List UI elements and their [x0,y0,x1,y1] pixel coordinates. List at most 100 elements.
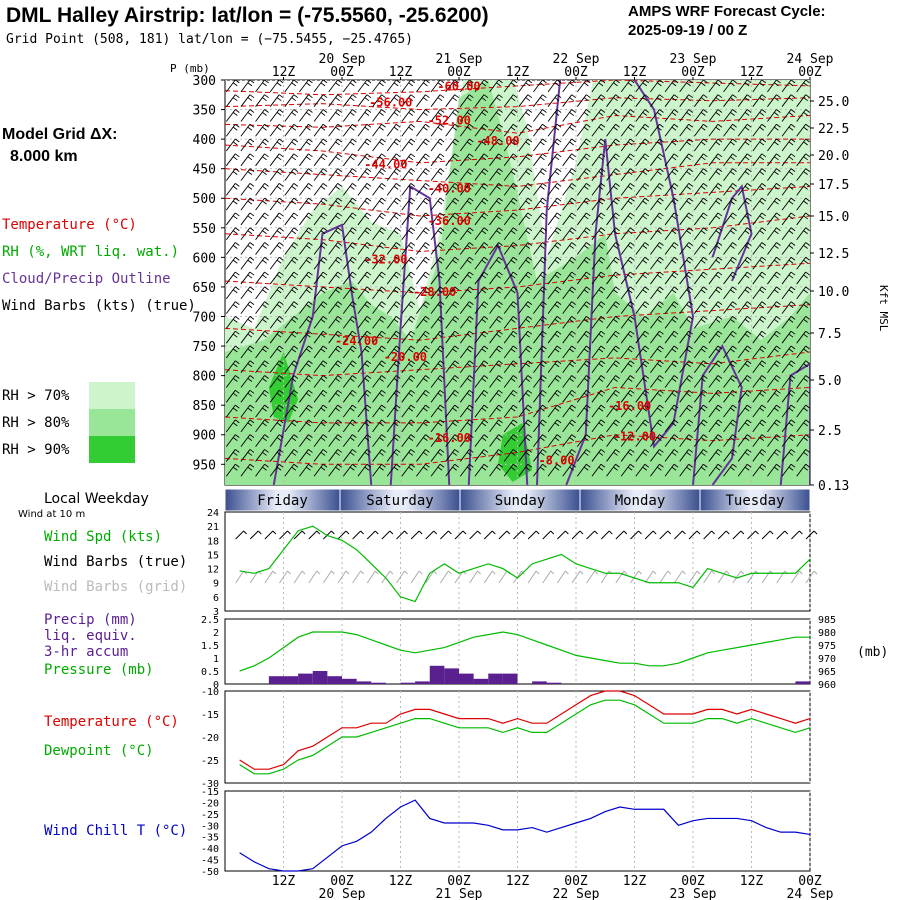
wind-barb-flag [644,183,650,187]
wind-barb-staff [459,330,470,344]
wind-barb-flag [671,363,677,368]
wind-barb-flag [525,112,531,116]
wind-barb-flag [703,123,708,128]
wind-barb [547,419,562,433]
wind-barb-flag [715,407,721,412]
wind-barb [269,286,284,300]
wind-barb-staff [796,375,807,388]
wind-barb [591,360,606,374]
wind-barb-flag [352,168,357,172]
wind-barb-staff [372,94,382,107]
wind-barb-staff [503,257,514,270]
wind-barb-staff [664,80,675,93]
wind-barb-staff [767,286,777,300]
wind-barb-flag [395,138,401,143]
wind-barb [693,404,708,418]
wind-barb-flag [688,375,693,379]
wind-barb-flag [381,212,386,217]
wind-barb-flag [278,419,284,424]
wind-barb-flag [395,419,401,424]
wind-barb-flag [613,319,618,323]
wind-barb [679,449,693,462]
wind-barb-flag [615,449,620,453]
wind-barb-staff [562,463,573,477]
wind-barb-staff [445,419,456,433]
wind-barb-flag [686,466,691,471]
wind-barb-flag [350,437,355,442]
wind-barb-staff [533,345,543,359]
wind-barb [562,153,576,167]
wind-barb [269,183,284,196]
wind-barb [269,153,284,167]
wind-barb-flag [759,112,765,116]
wind-barb-flag [525,319,531,323]
wind-barb-flag [584,259,589,264]
wind-barb-flag [671,245,677,249]
wind-barb [737,94,752,107]
wind-barb-flag [613,82,618,87]
wind-barb-flag [761,316,767,320]
wind-barb [372,330,386,344]
wind-barb-flag [644,153,650,158]
wind-barb-staff [781,212,792,226]
precip-bar [298,673,313,684]
wind-barb [284,316,299,329]
wind-barb [606,183,620,196]
wind-barb-flag [554,215,560,220]
wind-barb [357,212,372,226]
wind-barb [474,183,489,196]
wind-barb-flag [293,183,299,187]
wind-barb-staff [752,109,763,122]
wind-barb-flag [335,422,340,427]
wind-barb [737,123,752,137]
surface-barb-grid-flag [623,570,628,575]
wind-barb-flag [381,227,386,232]
wind-barb [606,94,620,107]
wind-barb-flag [629,197,635,202]
wind-barb-flag [659,419,664,424]
wind-barb [518,212,533,226]
wind-barb-flag [730,259,735,264]
wind-barb-flag [379,112,384,116]
wind-barb-flag [525,333,531,338]
wind-barb-flag [613,304,618,308]
wind-barb-flag [644,271,650,276]
wind-barb-staff [255,212,265,226]
wind-barb-staff [693,360,704,374]
wind-barb-flag [262,141,267,146]
wind-barb-flag [805,197,810,202]
wind-barb-staff [781,271,792,285]
wind-barb [752,197,767,211]
wind-barb [635,94,650,107]
wind-barb [269,227,284,240]
wind-barb-flag [425,242,430,246]
wind-barb-staff [679,197,690,211]
wind-barb [313,256,328,270]
wind-barb-flag [247,378,253,382]
precip-bar [532,681,547,684]
wind-barb-staff [342,227,353,240]
wind-barb-flag [364,200,370,205]
wind-barb [269,330,284,344]
wind-barb-flag [247,97,253,102]
wind-barb-flag [527,109,533,113]
wind-barb-flag [600,256,606,261]
wind-barb-staff [576,316,587,329]
wind-barb-staff [533,227,543,240]
wind-barb-staff [284,345,295,359]
wind-barb-flag [556,138,562,143]
surface-barb-grid [717,570,727,584]
wind-barb-flag [467,97,472,102]
wind-barb-flag [732,360,737,365]
wind-barb-staff [313,109,324,122]
wind-barb-flag [569,82,574,87]
wind-barb-flag [540,171,545,175]
wind-barb [635,109,650,122]
wind-barb [635,345,650,359]
wind-barb-flag [774,259,779,264]
wind-barb-flag [247,452,253,456]
wind-barb-flag [423,126,428,131]
wind-barb [518,449,533,462]
wind-barb-flag [761,286,767,291]
wind-barb-staff [562,375,573,388]
